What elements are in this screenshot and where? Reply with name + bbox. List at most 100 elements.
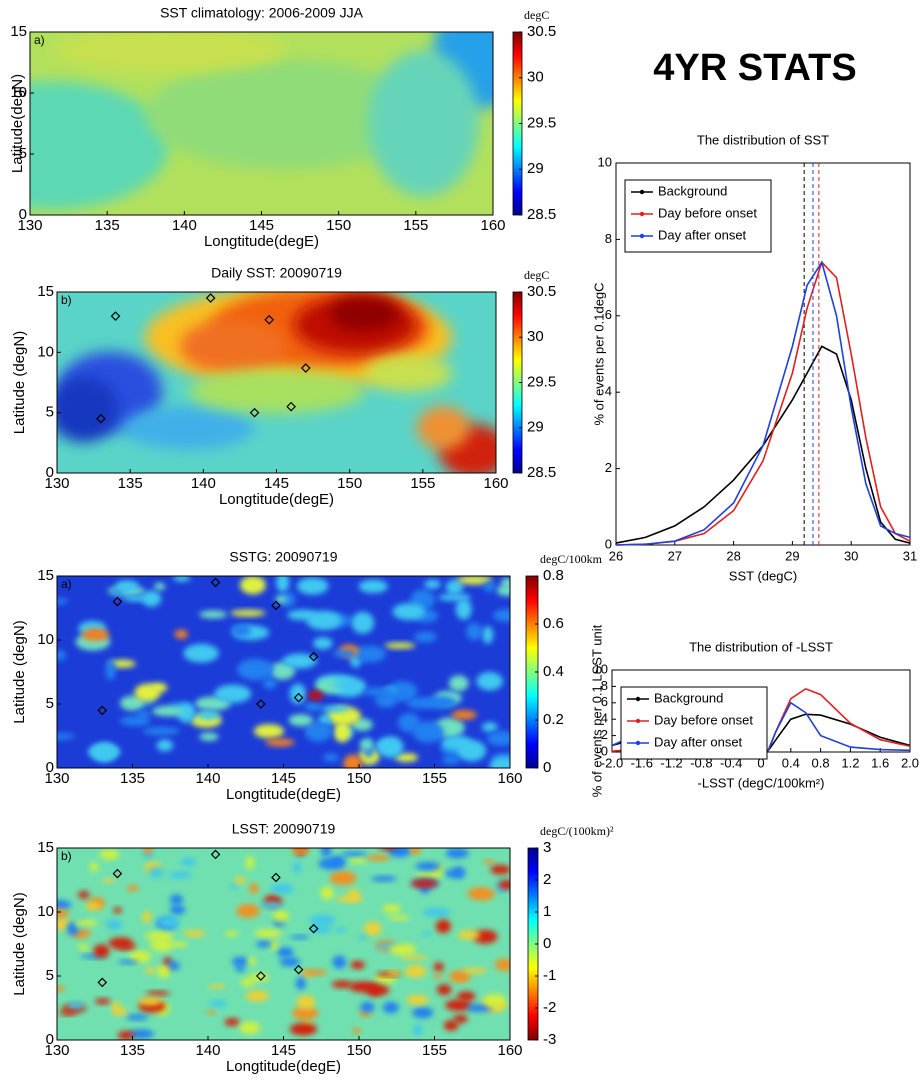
field-blob bbox=[366, 854, 391, 861]
y-tick-label: 0 bbox=[46, 759, 54, 776]
field-blob bbox=[102, 878, 116, 884]
field-blob bbox=[262, 677, 277, 689]
field-blob bbox=[168, 871, 192, 879]
field-blob bbox=[304, 701, 322, 712]
field-blob bbox=[483, 993, 506, 1008]
field-blob bbox=[367, 50, 480, 197]
field-blob bbox=[433, 973, 442, 979]
x-tick-label: 150 bbox=[326, 217, 351, 234]
heading: 4YR STATS bbox=[653, 47, 856, 89]
series-line bbox=[615, 345, 911, 544]
field-blob bbox=[117, 1030, 135, 1040]
x-tick-label: 135 bbox=[118, 475, 143, 492]
legend-label: Day after onset bbox=[654, 734, 743, 749]
field-blob bbox=[358, 579, 388, 594]
field-blob bbox=[277, 947, 294, 958]
field-blob bbox=[142, 726, 180, 736]
x-tick-label: 130 bbox=[44, 1042, 69, 1059]
field-blob bbox=[442, 755, 460, 765]
field-blob bbox=[375, 692, 398, 708]
field-blob bbox=[154, 582, 166, 591]
x-tick-label: 155 bbox=[403, 217, 428, 234]
field-blob bbox=[494, 958, 510, 971]
field-blob bbox=[119, 695, 145, 711]
field-blob bbox=[313, 637, 333, 650]
field-blob bbox=[104, 919, 123, 931]
field-blob bbox=[387, 970, 401, 976]
legend-marker bbox=[635, 718, 641, 724]
x-tick-label: 130 bbox=[44, 475, 69, 492]
colorbar-tick-label: 28.5 bbox=[527, 464, 556, 481]
field-blob bbox=[389, 943, 417, 956]
y-tick-label: 0 bbox=[46, 464, 54, 481]
field-blob bbox=[364, 355, 453, 392]
x-tick-label: 0.4 bbox=[782, 755, 800, 770]
field-blob bbox=[273, 910, 289, 923]
field-blob bbox=[377, 736, 404, 758]
colorbar-tick-label: 29.5 bbox=[527, 373, 556, 390]
series-line bbox=[615, 260, 911, 546]
x-tick-label: 140 bbox=[172, 217, 197, 234]
field-blob bbox=[239, 1021, 261, 1034]
field-blob bbox=[332, 955, 347, 969]
y-tick-label: 0 bbox=[19, 206, 27, 223]
field-blob bbox=[306, 610, 342, 631]
field-blob bbox=[365, 984, 390, 996]
field-blob bbox=[301, 969, 328, 976]
field-blob bbox=[436, 984, 452, 996]
field-blob bbox=[119, 716, 151, 727]
legend-label: Day before onset bbox=[658, 205, 757, 220]
field-blob bbox=[307, 690, 324, 701]
colorbar-tick-label: 1 bbox=[543, 903, 551, 920]
field-blob bbox=[232, 956, 249, 967]
x-tick-label: 150 bbox=[346, 1042, 371, 1059]
x-tick-label: 130 bbox=[17, 217, 42, 234]
field-blob bbox=[53, 32, 285, 73]
field-blob bbox=[249, 883, 259, 894]
field-blob bbox=[145, 59, 424, 170]
field-blob bbox=[230, 624, 251, 637]
field-blob bbox=[150, 938, 174, 952]
field-blob bbox=[424, 579, 441, 589]
field-blob bbox=[206, 1009, 216, 1015]
field-blob bbox=[99, 849, 120, 860]
field-blob bbox=[323, 753, 339, 762]
panel-label: b) bbox=[61, 293, 72, 307]
marker bbox=[97, 977, 108, 988]
field-blob bbox=[208, 1000, 228, 1008]
field-blob bbox=[382, 904, 402, 913]
field-blob bbox=[224, 1018, 240, 1026]
field-blob bbox=[275, 595, 287, 604]
series-line bbox=[615, 260, 911, 546]
field-blob bbox=[253, 724, 285, 739]
field-blob bbox=[410, 848, 421, 855]
field-blob bbox=[451, 709, 477, 720]
y-tick-label: 10 bbox=[594, 661, 608, 676]
field-blob bbox=[423, 695, 457, 710]
field-blob bbox=[453, 1014, 468, 1024]
colorbar-label: degC bbox=[524, 268, 549, 282]
y-tick-label: 5 bbox=[46, 967, 54, 984]
field-blob bbox=[443, 1020, 459, 1031]
panel-label: a) bbox=[61, 577, 72, 591]
field-blob bbox=[414, 631, 437, 643]
y-tick-label: 0 bbox=[601, 743, 608, 758]
marker bbox=[96, 413, 106, 424]
colorbar-tick-label: 0.4 bbox=[543, 663, 564, 680]
chart-title: The distribution of SST bbox=[697, 132, 829, 147]
x-tick-label: 1.2 bbox=[841, 755, 859, 770]
field-blob bbox=[296, 577, 329, 595]
field-blob bbox=[183, 930, 206, 937]
field-blob bbox=[141, 590, 162, 607]
field-blob bbox=[188, 369, 365, 414]
x-axis-label: -LSST (degC/100km²) bbox=[698, 775, 825, 790]
y-axis-label: Latitude (degN) bbox=[11, 892, 28, 995]
y-tick-label: 4 bbox=[605, 384, 612, 399]
field-blob bbox=[270, 883, 294, 894]
colorbar-label: degC bbox=[524, 8, 549, 22]
colorbar-tick-label: 0.8 bbox=[543, 567, 564, 584]
y-tick-label: 2 bbox=[601, 727, 608, 742]
field-blob bbox=[457, 991, 476, 1002]
field-blob bbox=[359, 934, 368, 941]
x-tick-label: 130 bbox=[44, 770, 69, 787]
